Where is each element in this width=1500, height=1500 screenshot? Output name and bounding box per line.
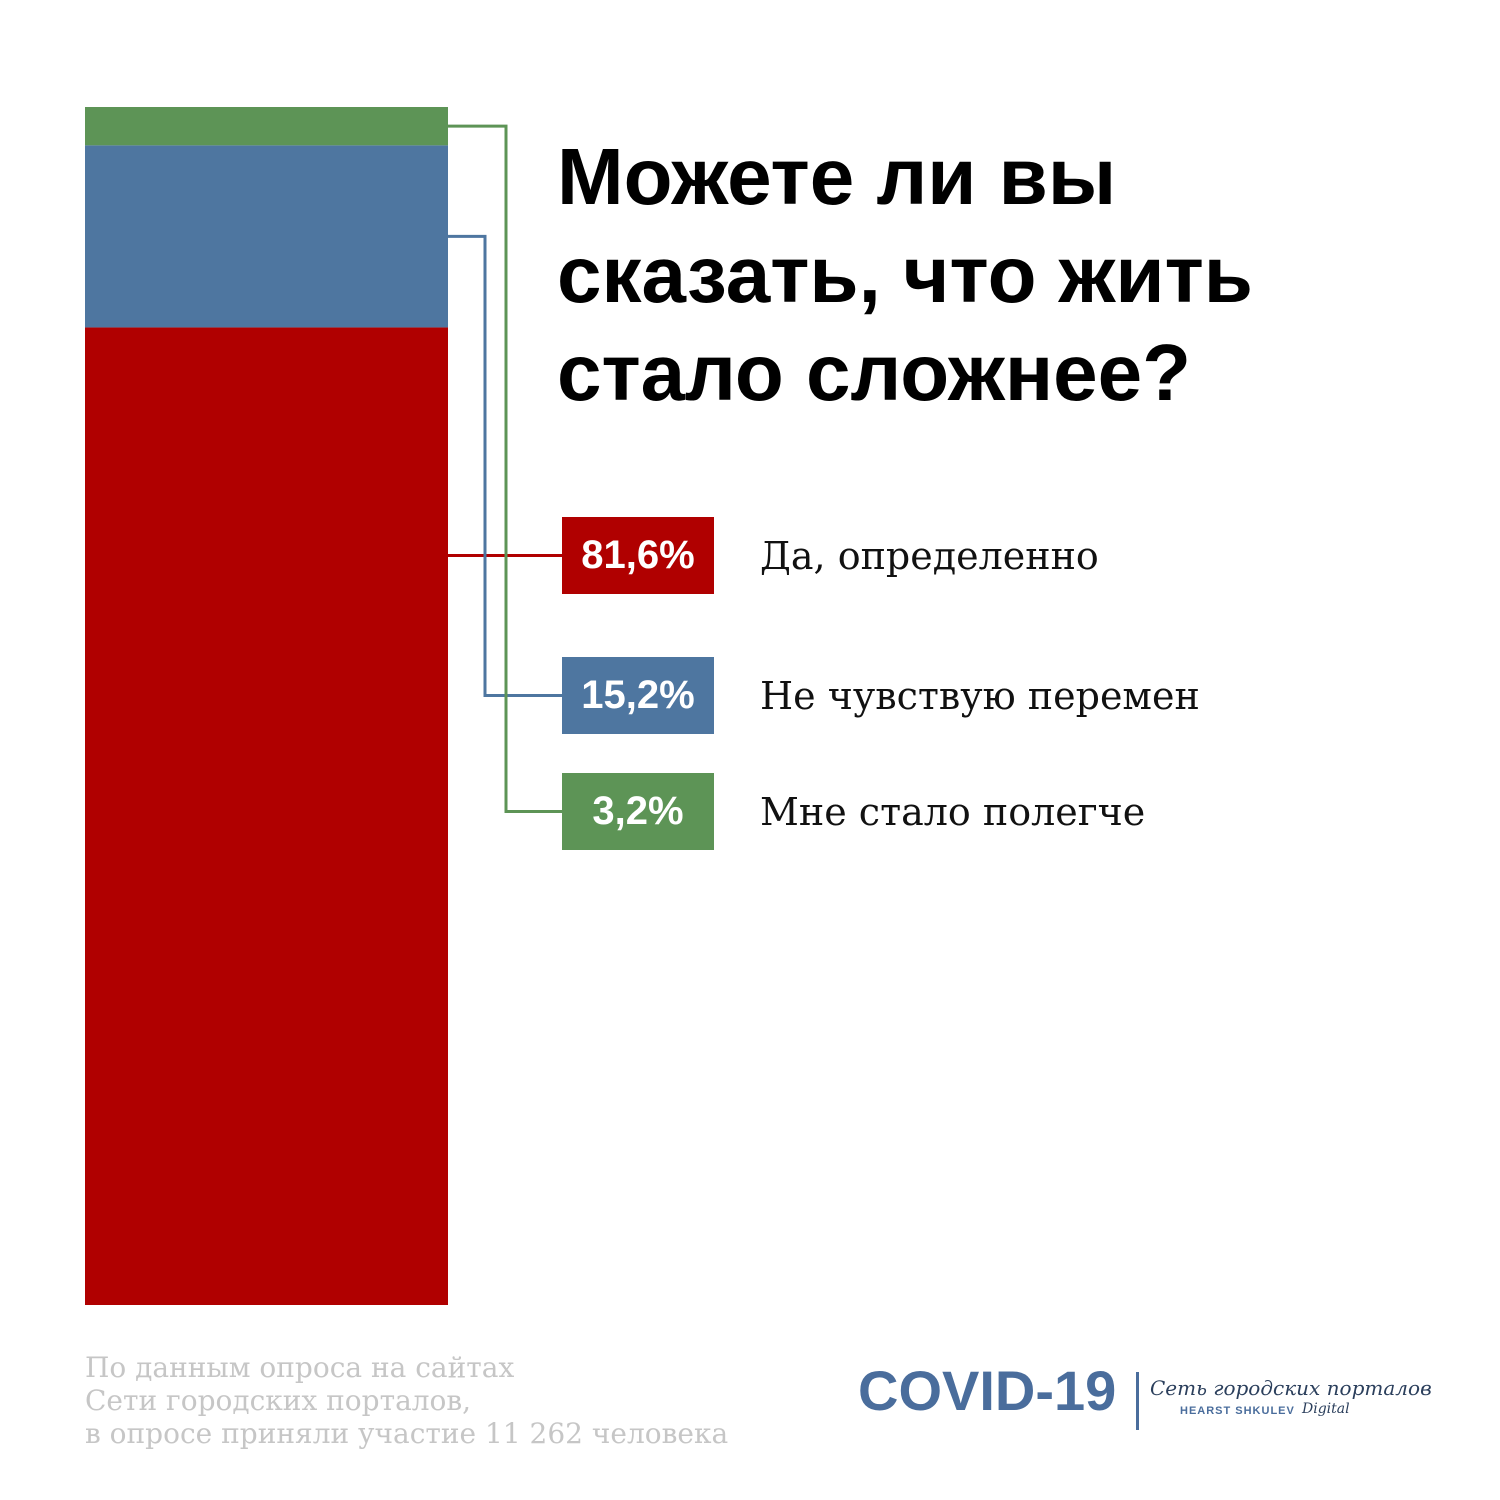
legend-label: Мне стало полегче xyxy=(760,789,1146,834)
bar-segment xyxy=(85,327,448,1305)
logo-divider xyxy=(1136,1372,1139,1430)
source-note: в опросе приняли участие 11 262 человека xyxy=(85,1417,729,1450)
logo-brand: HEARST SHKULEV xyxy=(1180,1405,1295,1417)
connector xyxy=(448,124,562,813)
connector xyxy=(448,234,562,697)
logo-suffix: Digital xyxy=(1302,1401,1350,1417)
bar-segment xyxy=(85,107,448,146)
bar-segment xyxy=(85,145,448,328)
legend-label: Да, определенно xyxy=(760,533,1099,578)
value-label: 3,2% xyxy=(562,773,714,850)
source-note: Сети городских порталов, xyxy=(85,1384,472,1417)
chart-title: Можете ли вы сказать, что жить стало сло… xyxy=(557,132,1253,417)
logo-mark: COVID-19 xyxy=(858,1359,1117,1422)
value-label: 15,2% xyxy=(562,657,714,734)
source-note: По данным опроса на сайтах xyxy=(85,1351,515,1384)
legend-label: Не чувствую перемен xyxy=(760,673,1200,718)
logo-network: Сеть городских порталов xyxy=(1150,1376,1432,1400)
value-label: 81,6% xyxy=(562,517,714,594)
